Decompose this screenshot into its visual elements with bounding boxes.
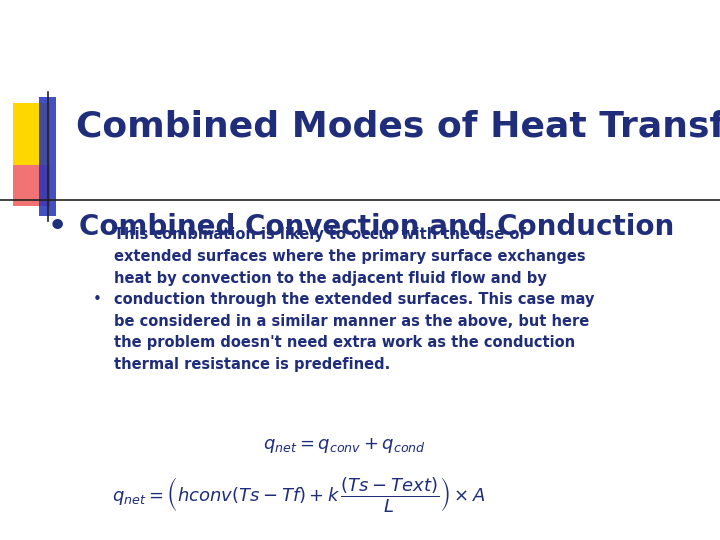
Text: $q_{net} = \left( hconv(Ts - Tf) + k\,\dfrac{(Ts - Text)}{L} \right) \times A$: $q_{net} = \left( hconv(Ts - Tf) + k\,\d…	[112, 475, 485, 514]
Text: This combination is likely to occur with the use of
extended surfaces where the : This combination is likely to occur with…	[114, 227, 594, 372]
Text: •: •	[93, 292, 102, 307]
Bar	[39, 97, 56, 216]
Bar	[13, 158, 50, 206]
Text: Combined Modes of Heat Transfer: Combined Modes of Heat Transfer	[76, 110, 720, 144]
Text: •: •	[47, 210, 68, 244]
Bar	[13, 103, 50, 165]
Text: $q_{net} = q_{conv} + q_{cond}$: $q_{net} = q_{conv} + q_{cond}$	[263, 436, 426, 455]
Text: Combined Convection and Conduction: Combined Convection and Conduction	[79, 213, 675, 241]
